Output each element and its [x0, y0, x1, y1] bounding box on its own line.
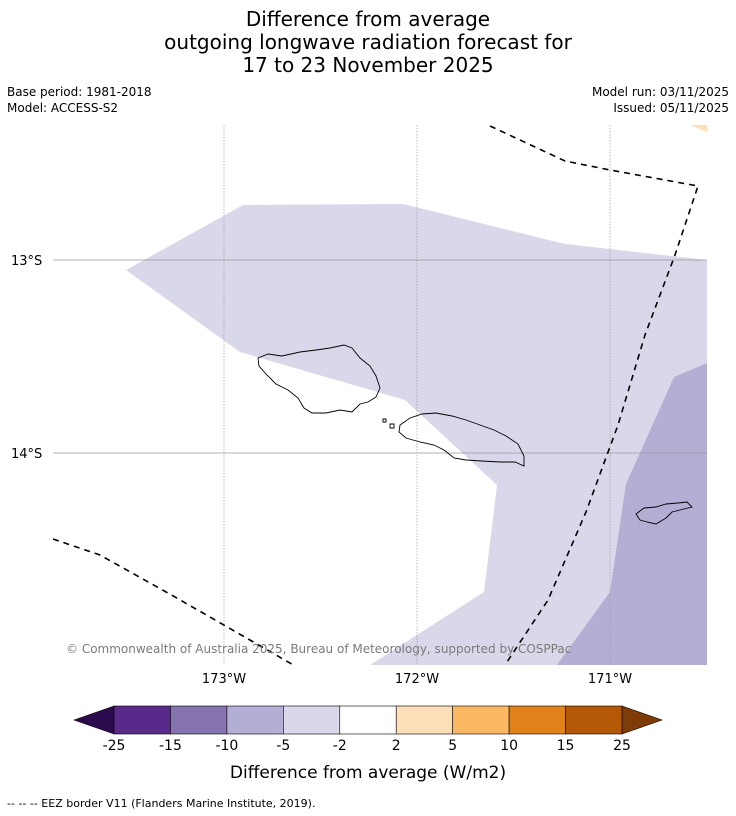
issued-date: Issued: 05/11/2025 [613, 101, 729, 115]
colorbar-tick-label: 10 [500, 738, 518, 754]
lon-label-172w: 172°W [395, 672, 439, 687]
chart-title: Difference from average outgoing longwav… [0, 8, 736, 77]
colorbar-tick-label: -25 [103, 738, 126, 754]
island-upolu [398, 412, 525, 467]
model-run: Model run: 03/11/2025 [591, 85, 729, 99]
meta-left: Base period: 1981-2018 Model: ACCESS-S2 [7, 84, 152, 116]
colorbar-tick-label: -2 [333, 738, 347, 754]
colorbar-tick-label: -15 [159, 738, 182, 754]
island-tutuila [635, 501, 693, 525]
eez-border-southwest [53, 538, 295, 665]
colorbar-tick-label: -5 [276, 738, 290, 754]
colorbar-segment [395, 705, 453, 735]
copyright-text: © Commonwealth of Australia 2025, Bureau… [66, 642, 571, 656]
island-apolima [389, 423, 395, 429]
eez-footnote: -- -- -- EEZ border V11 (Flanders Marine… [7, 797, 316, 810]
island-manono [382, 418, 387, 423]
anomaly-region-light [126, 204, 707, 665]
anomaly-region-orange [690, 125, 707, 132]
lat-label-13s: 13°S [11, 254, 42, 269]
graticule [53, 125, 707, 665]
colorbar-segment [113, 705, 171, 735]
lon-label-173w: 173°W [202, 672, 246, 687]
colorbar-tick-label: 5 [448, 738, 457, 754]
colorbar: -25 -15 -10 -5 -2 2 5 10 15 25 Difference from av… [73, 705, 663, 783]
colorbar-extend-low [73, 705, 115, 735]
map-area: © Commonwealth of Australia 2025, Bureau… [53, 125, 707, 665]
axis-labels: 13°S 14°S 173°W 172°W 171°W [11, 254, 632, 687]
title-line-3: 17 to 23 November 2025 [242, 53, 494, 77]
colorbar-segment [452, 705, 510, 735]
colorbar-tick-label: -10 [215, 738, 238, 754]
eez-borders [53, 125, 700, 665]
eez-border-east [489, 125, 700, 665]
colorbar-tick-label: 2 [392, 738, 401, 754]
colorbar-segment [226, 705, 284, 735]
lon-label-171w: 171°W [588, 672, 632, 687]
colorbar-segment [508, 705, 566, 735]
anomaly-region-medium [557, 363, 707, 665]
coastlines [257, 344, 693, 525]
base-period: Base period: 1981-2018 [7, 85, 152, 99]
colorbar-segment [283, 705, 341, 735]
colorbar-extend-high [621, 705, 663, 735]
island-savaii [257, 344, 381, 414]
model-name: Model: ACCESS-S2 [7, 101, 119, 115]
colorbar-segment [170, 705, 228, 735]
colorbar-segment [339, 705, 397, 735]
meta-right: Model run: 03/11/2025 Issued: 05/11/2025 [592, 84, 729, 116]
colorbar-label: Difference from average (W/m2) [230, 763, 506, 783]
title-line-1: Difference from average [245, 7, 491, 31]
title-line-2: outgoing longwave radiation forecast for [164, 30, 572, 54]
lat-label-14s: 14°S [11, 447, 42, 462]
colorbar-tick-label: 25 [613, 738, 631, 754]
colorbar-tick-label: 15 [557, 738, 575, 754]
colorbar-segment [565, 705, 623, 735]
